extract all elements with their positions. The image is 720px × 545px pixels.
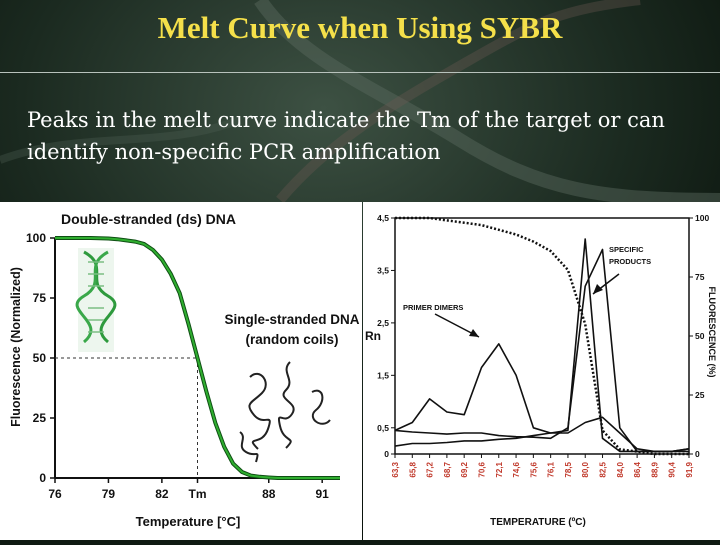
y2-tick-label: 25 bbox=[695, 390, 705, 400]
specific-products-arrowhead bbox=[593, 284, 603, 294]
x-tick-label: 79 bbox=[102, 487, 116, 501]
melt-curve-chart-panel: Double-stranded (ds) DNA Fluorescence (N… bbox=[0, 202, 362, 540]
series-line-peak-sample-1 bbox=[394, 238, 690, 453]
x-axis-label: TEMPERATURE (ºC) bbox=[490, 517, 586, 528]
ss-dna-annotation-line-1: Single-stranded DNA bbox=[224, 312, 359, 327]
x-tick-label: 90,4 bbox=[668, 461, 677, 477]
ss-dna-annotation-line-2: (random coils) bbox=[245, 332, 338, 347]
series-line-peak-sample-3 bbox=[394, 416, 689, 453]
x-tick-label: 78,5 bbox=[564, 461, 573, 477]
x-tick-label: 76 bbox=[48, 487, 62, 501]
y-tick-label: 1,5 bbox=[377, 370, 389, 380]
y-tick-label: 3,5 bbox=[377, 265, 389, 275]
y-axis-label: Rn bbox=[365, 329, 381, 343]
y-tick-label: 0 bbox=[384, 449, 389, 459]
y-tick-label: 2,5 bbox=[377, 318, 389, 328]
x-tick-label: 63,3 bbox=[391, 461, 400, 477]
y-tick-label: 0 bbox=[39, 471, 46, 485]
derivative-melt-chart: Rn FLUORESCENCE (%) TEMPERATURE (ºC) 4,5… bbox=[365, 213, 717, 528]
ss-dna-coils-illustration bbox=[239, 361, 331, 463]
y-tick-label: 0,5 bbox=[377, 423, 389, 433]
y2-tick-label: 0 bbox=[695, 449, 700, 459]
melt-curve-line bbox=[55, 237, 340, 479]
primer-dimers-arrowhead bbox=[469, 329, 479, 337]
x-tick-label: 88 bbox=[262, 487, 276, 501]
x-tick-label: 67,2 bbox=[426, 461, 435, 477]
x-axis-label: Temperature [°C] bbox=[136, 514, 241, 529]
x-tick-label: 75,6 bbox=[529, 461, 538, 477]
y-axis-label: Fluorescence (Normalized) bbox=[9, 267, 23, 427]
x-tick-label: 84,0 bbox=[616, 461, 625, 477]
x-tick-label: 72,1 bbox=[495, 461, 504, 477]
plot-frame bbox=[394, 217, 690, 455]
x-tick-label: 82 bbox=[155, 487, 169, 501]
y2-tick-label: 50 bbox=[695, 331, 705, 341]
x-tick-label: 86,4 bbox=[633, 461, 642, 477]
x-tick-label: 88,9 bbox=[650, 461, 659, 477]
title-divider bbox=[0, 72, 720, 73]
x-tick-label: 68,7 bbox=[443, 461, 452, 477]
x-tick-label: 76,1 bbox=[547, 461, 556, 477]
x-tick-label: 91 bbox=[316, 487, 330, 501]
x-tick-label: 69,2 bbox=[460, 461, 469, 477]
x-tick-label: 80,0 bbox=[581, 461, 590, 477]
x-tick-label: 74,6 bbox=[512, 461, 521, 477]
y-tick-label: 75 bbox=[33, 291, 47, 305]
x-tick-label: 65,8 bbox=[408, 461, 417, 477]
ds-dna-helix-illustration bbox=[75, 248, 117, 352]
series-line-peak-sample-2 bbox=[394, 248, 690, 453]
y-tick-label: 4,5 bbox=[377, 213, 389, 223]
series-line-fluorescence-dotted bbox=[395, 216, 689, 456]
y2-axis-label: FLUORESCENCE (%) bbox=[707, 286, 717, 377]
y2-tick-label: 100 bbox=[695, 213, 709, 223]
y-tick-label: 50 bbox=[33, 351, 47, 365]
y-tick-label: 100 bbox=[26, 231, 46, 245]
derivative-melt-chart-panel: Rn FLUORESCENCE (%) TEMPERATURE (ºC) 4,5… bbox=[363, 202, 720, 540]
y2-tick-label: 75 bbox=[695, 272, 705, 282]
melt-curve-chart: Double-stranded (ds) DNA Fluorescence (N… bbox=[9, 211, 360, 529]
x-tick-label: 91,9 bbox=[685, 461, 694, 477]
y-tick-label: 25 bbox=[33, 411, 47, 425]
x-tick-label: Tm bbox=[189, 487, 207, 501]
specific-products-annotation-line-1: SPECIFIC bbox=[609, 245, 644, 254]
slide-subtitle: Peaks in the melt curve indicate the Tm … bbox=[27, 108, 665, 164]
slide-title: Melt Curve when Using SYBR bbox=[157, 10, 563, 45]
x-tick-label: 70,6 bbox=[477, 461, 486, 477]
chart-title: Double-stranded (ds) DNA bbox=[61, 211, 236, 227]
primer-dimers-annotation: PRIMER DIMERS bbox=[403, 303, 463, 312]
specific-products-annotation-line-2: PRODUCTS bbox=[609, 257, 651, 266]
x-tick-label: 82,5 bbox=[599, 461, 608, 477]
